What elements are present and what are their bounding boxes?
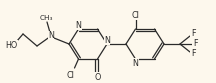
Text: N: N — [104, 36, 110, 45]
Text: F: F — [191, 49, 195, 59]
Text: F: F — [191, 29, 195, 39]
Text: CH₃: CH₃ — [39, 15, 53, 21]
Text: N: N — [48, 32, 54, 41]
Text: Cl: Cl — [67, 70, 75, 80]
Text: O: O — [94, 72, 101, 82]
Text: Cl: Cl — [132, 11, 140, 20]
Text: HO: HO — [5, 41, 17, 49]
Text: N: N — [76, 21, 81, 30]
Text: F: F — [193, 40, 197, 48]
Text: N: N — [133, 59, 138, 67]
